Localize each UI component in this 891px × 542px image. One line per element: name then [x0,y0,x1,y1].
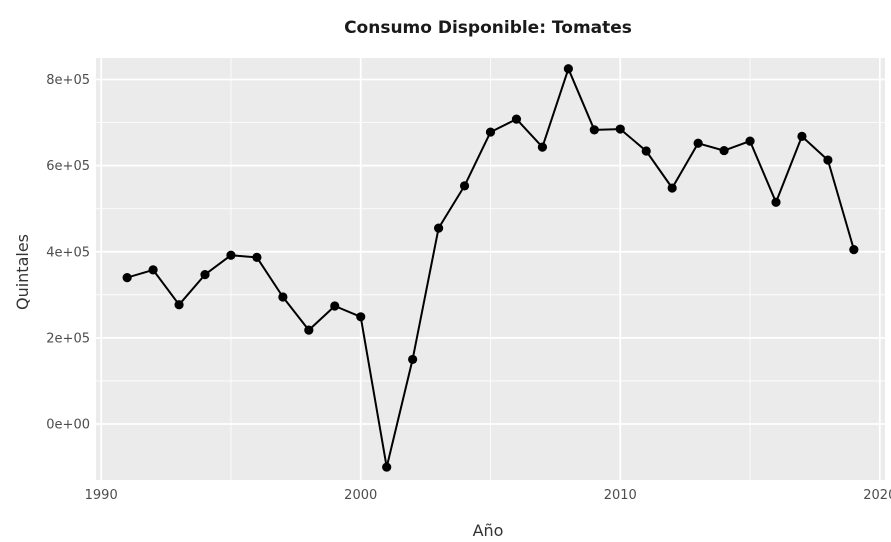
x-tick-label: 1990 [85,488,118,503]
data-point [823,155,833,165]
data-point [745,136,755,146]
data-point [511,114,522,124]
x-tick-label: 2020 [863,488,891,503]
data-point [693,138,703,148]
data-point [615,124,625,134]
y-axis-title: Quintales [13,234,32,310]
gridlines [96,58,885,480]
tick-labels: 0e+00 2e+05 4e+05 6e+05 8e+05 1990 2000 2010 202… [46,73,891,503]
data-point [226,250,236,260]
y-tick-label: 6e+05 [46,159,90,174]
data-point [356,312,366,322]
data-point [719,145,729,156]
data-point [771,197,781,207]
chart-title: Consumo Disponible: Tomates [344,18,632,38]
data-point [122,273,132,283]
y-tick-label: 0e+00 [46,418,90,433]
x-tick-label: 2000 [344,488,377,503]
data-point [667,183,677,193]
data-point [537,142,548,152]
data-point [641,146,651,156]
y-tick-label: 4e+05 [46,245,90,260]
y-tick-label: 2e+05 [46,331,90,346]
x-tick-label: 2010 [604,488,637,503]
data-point [485,127,496,137]
data-point [797,131,807,141]
data-point [408,354,418,365]
data-point [200,269,210,280]
data-point [304,325,314,335]
data-point [849,245,859,255]
data-point [459,181,470,191]
data-point [382,462,392,472]
data-point [563,64,573,74]
data-point [330,301,340,311]
x-axis-title: Año [473,521,504,540]
series-layer [122,64,859,472]
data-point [174,300,184,310]
y-tick-label: 8e+05 [46,73,90,88]
data-point [589,125,599,135]
data-point [252,252,262,262]
data-point [148,265,158,275]
data-point [278,292,288,302]
data-point [433,223,444,233]
